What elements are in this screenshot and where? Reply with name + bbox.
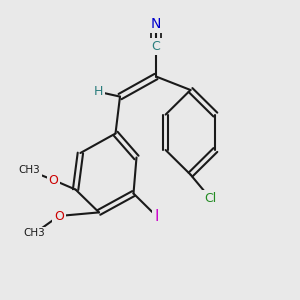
Text: O: O xyxy=(49,173,58,187)
Text: O: O xyxy=(54,209,64,223)
Text: Cl: Cl xyxy=(204,191,216,205)
Text: H: H xyxy=(94,85,103,98)
Text: CH3: CH3 xyxy=(18,165,40,176)
Text: I: I xyxy=(155,209,159,224)
Text: C: C xyxy=(152,40,160,53)
Text: N: N xyxy=(151,17,161,31)
Text: CH3: CH3 xyxy=(24,228,45,239)
